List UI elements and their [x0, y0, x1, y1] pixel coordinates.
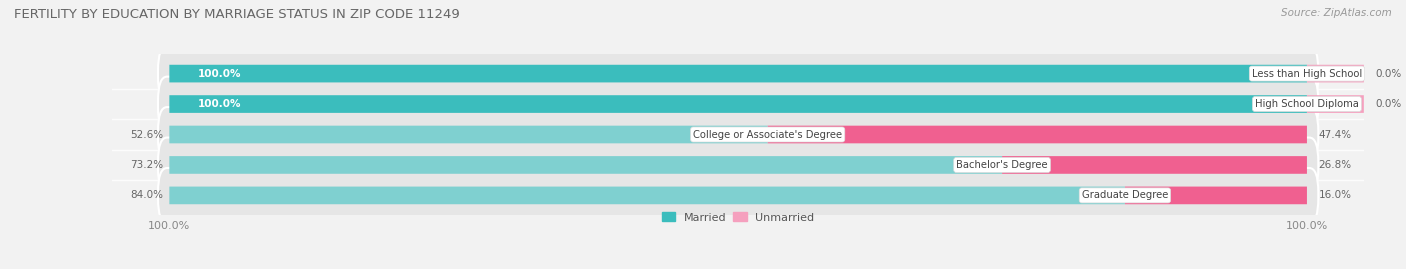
- Text: FERTILITY BY EDUCATION BY MARRIAGE STATUS IN ZIP CODE 11249: FERTILITY BY EDUCATION BY MARRIAGE STATU…: [14, 8, 460, 21]
- FancyBboxPatch shape: [169, 95, 1308, 113]
- Text: Source: ZipAtlas.com: Source: ZipAtlas.com: [1281, 8, 1392, 18]
- Text: 26.8%: 26.8%: [1319, 160, 1351, 170]
- Text: Less than High School: Less than High School: [1251, 69, 1362, 79]
- FancyBboxPatch shape: [768, 126, 1308, 143]
- FancyBboxPatch shape: [1308, 65, 1364, 82]
- FancyBboxPatch shape: [169, 126, 768, 143]
- Text: 100.0%: 100.0%: [198, 69, 242, 79]
- Legend: Married, Unmarried: Married, Unmarried: [662, 212, 814, 222]
- Text: 100.0%: 100.0%: [198, 99, 242, 109]
- FancyBboxPatch shape: [169, 187, 1125, 204]
- FancyBboxPatch shape: [157, 107, 1319, 162]
- FancyBboxPatch shape: [1308, 95, 1364, 113]
- FancyBboxPatch shape: [1002, 156, 1308, 174]
- FancyBboxPatch shape: [157, 137, 1319, 192]
- Text: 0.0%: 0.0%: [1375, 69, 1402, 79]
- Text: 52.6%: 52.6%: [131, 129, 163, 140]
- FancyBboxPatch shape: [169, 156, 1002, 174]
- Text: 73.2%: 73.2%: [131, 160, 163, 170]
- FancyBboxPatch shape: [157, 77, 1319, 132]
- FancyBboxPatch shape: [1125, 187, 1308, 204]
- Text: Graduate Degree: Graduate Degree: [1081, 190, 1168, 200]
- FancyBboxPatch shape: [157, 46, 1319, 101]
- Text: 84.0%: 84.0%: [131, 190, 163, 200]
- FancyBboxPatch shape: [157, 168, 1319, 223]
- FancyBboxPatch shape: [169, 65, 1308, 82]
- Text: 16.0%: 16.0%: [1319, 190, 1351, 200]
- Text: College or Associate's Degree: College or Associate's Degree: [693, 129, 842, 140]
- Text: High School Diploma: High School Diploma: [1256, 99, 1358, 109]
- Text: 0.0%: 0.0%: [1375, 99, 1402, 109]
- Text: Bachelor's Degree: Bachelor's Degree: [956, 160, 1047, 170]
- Text: 47.4%: 47.4%: [1319, 129, 1351, 140]
